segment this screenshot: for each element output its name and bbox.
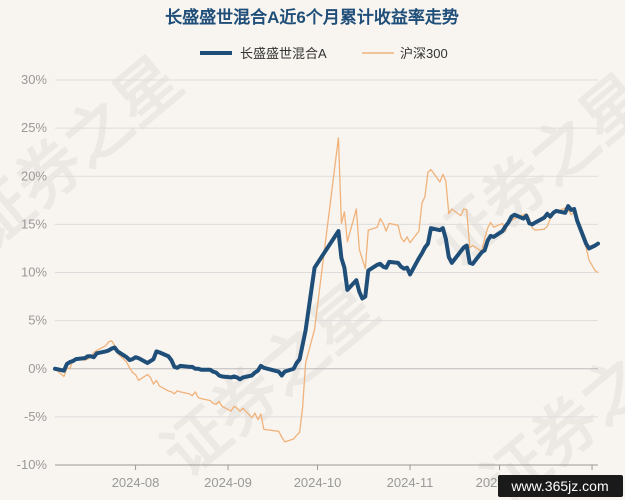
watermark-text: 证券之星 <box>149 271 391 491</box>
y-tick-label: 10% <box>21 265 47 280</box>
watermark-text: 证券之星 <box>469 301 625 500</box>
site-badge-text: www.365jz.com <box>510 478 608 494</box>
legend: 长盛盛世混合A 沪深300 <box>200 46 448 61</box>
chart-title: 长盛盛世混合A近6个月累计收益率走势 <box>165 7 459 27</box>
x-tick-label: 2024-10 <box>294 475 342 490</box>
site-badge: www.365jz.com <box>498 475 623 497</box>
x-tick-label: 2024-09 <box>204 475 252 490</box>
x-tick-label: 2024-08 <box>112 475 160 490</box>
series-layer <box>53 137 600 443</box>
y-tick-label: 20% <box>21 168 47 183</box>
y-tick-label: -5% <box>24 409 48 424</box>
y-tick-label: 0% <box>28 361 47 376</box>
y-tick-label: 30% <box>21 72 47 87</box>
legend-label-index: 沪深300 <box>400 46 448 61</box>
y-tick-label: -10% <box>17 457 48 472</box>
y-axis: -10% -5% 0% 5% 10% 15% 20% 25% 30% <box>17 72 48 472</box>
series-line-fund <box>53 204 600 382</box>
y-tick-label: 5% <box>28 313 47 328</box>
y-tick-label: 15% <box>21 216 47 231</box>
y-tick-label: 25% <box>21 120 47 135</box>
site-badge-background <box>498 475 623 497</box>
x-tick-label: 2024-11 <box>387 475 434 490</box>
legend-label-fund: 长盛盛世混合A <box>240 46 327 61</box>
